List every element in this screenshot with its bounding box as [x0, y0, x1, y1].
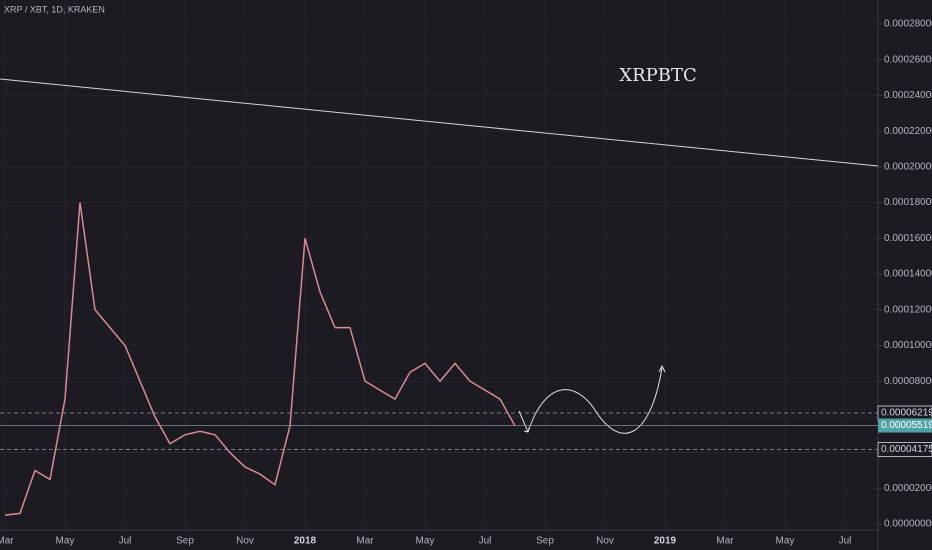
annotation: XRPBTC: [619, 65, 696, 86]
price-label: 0.00005519: [881, 420, 932, 431]
y-tick-label: 0.00010000: [884, 340, 932, 351]
price-label: 0.00004175: [881, 444, 932, 455]
x-tick-label: Jul: [479, 536, 492, 547]
x-tick-label: 2019: [654, 536, 677, 547]
y-tick-label: 0.00018000: [884, 197, 932, 208]
x-tick-label: Mar: [716, 536, 734, 547]
x-tick-label: Mar: [0, 536, 14, 547]
x-tick-label: Jul: [839, 536, 852, 547]
y-tick-label: 0.00014000: [884, 269, 932, 280]
x-tick-label: May: [56, 536, 75, 547]
x-tick-label: May: [776, 536, 795, 547]
x-tick-label: Mar: [356, 536, 374, 547]
price-label: 0.00006219: [881, 408, 932, 419]
price-line: [4, 202, 516, 516]
y-tick-label: 0.00000000: [884, 519, 932, 530]
price-label-box: [877, 442, 932, 458]
y-tick-label: 0.00002000: [884, 483, 932, 494]
x-tick-label: Nov: [236, 536, 254, 547]
y-tick-label: 0.00026000: [884, 54, 932, 65]
x-tick-label: Sep: [176, 536, 194, 547]
x-tick-label: Nov: [596, 536, 614, 547]
x-tick-label: May: [416, 536, 435, 547]
x-tick-label: 2018: [294, 536, 317, 547]
x-tick-label: Sep: [536, 536, 554, 547]
y-tick-label: 0.00024000: [884, 90, 932, 101]
y-tick-label: 0.00012000: [884, 304, 932, 315]
price-label-box: [878, 418, 932, 433]
y-tick-label: 0.00028000: [884, 19, 932, 30]
chart-title: XRP / XBT, 1D, KRAKEN: [4, 4, 105, 14]
y-tick-label: 0.00016000: [884, 233, 932, 244]
projection-curve: [518, 364, 666, 434]
x-tick-label: Jul: [119, 536, 132, 547]
y-tick-label: 0.00008000: [884, 376, 932, 387]
y-tick-label: 0.00020000: [884, 161, 932, 172]
trend-line: [0, 78, 879, 167]
grid: [0, 0, 878, 530]
y-tick-label: 0.00022000: [884, 126, 932, 137]
